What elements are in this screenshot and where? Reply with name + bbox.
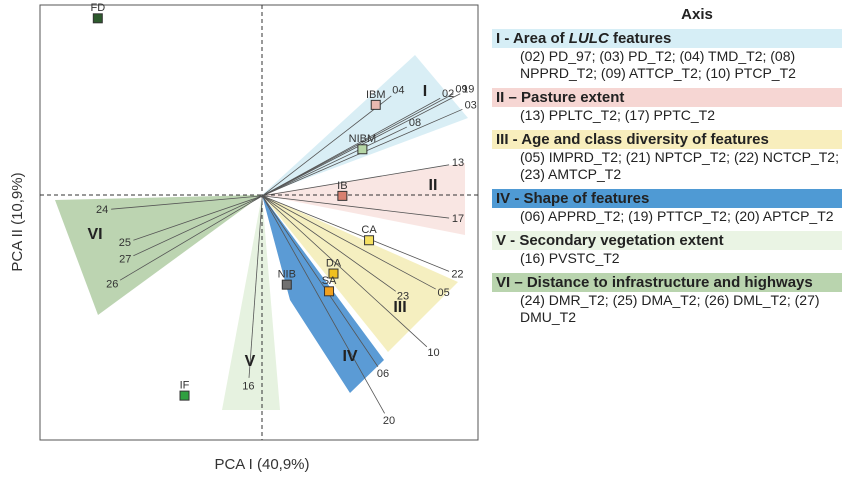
- legend-text: (16) PVSTC_T2: [520, 250, 620, 266]
- vector-label: 08: [409, 117, 421, 129]
- vector-label: 09: [455, 83, 467, 95]
- loading-vector: [262, 195, 436, 290]
- legend-header: IV - Shape of features: [492, 189, 842, 208]
- legend-header: II – Pasture extent: [492, 88, 842, 107]
- sample-point: [92, 13, 103, 24]
- loading-vector: [262, 95, 392, 197]
- header-text: I - Area of: [496, 30, 569, 47]
- vector-label: 22: [451, 269, 463, 281]
- sector: [55, 195, 262, 315]
- header-text: III - Age and class diversity of feature…: [496, 131, 769, 148]
- point-label: IB: [337, 180, 347, 192]
- sector-label: II: [429, 177, 438, 194]
- loading-vector: [248, 195, 263, 378]
- x-axis-label: PCA I (40,9%): [214, 456, 309, 473]
- legend-text: (02) PD_97; (03) PD_T2; (04) TMD_T2; (08…: [520, 48, 796, 81]
- loading-vector: [133, 195, 263, 257]
- sample-point: [281, 279, 292, 290]
- loading-vector: [133, 195, 263, 241]
- legend-text: (05) IMPRD_T2; (21) NPTCP_T2; (22) NCTCP…: [520, 149, 839, 182]
- sample-point: [370, 99, 381, 110]
- vector-label: 27: [119, 253, 131, 265]
- loading-vector: [262, 195, 450, 219]
- sample-point: [364, 235, 375, 246]
- y-axis-label: PCA II (10,9%): [9, 172, 26, 271]
- header-text: LULC: [568, 30, 609, 47]
- legend: Axis I - Area of LULC features (02) PD_97;…: [492, 6, 842, 326]
- legend-header: III - Age and class diversity of feature…: [492, 130, 842, 149]
- point-label: NIBM: [349, 133, 377, 145]
- sector: [262, 195, 458, 352]
- legend-header: I - Area of LULC features: [492, 29, 842, 48]
- legend-title: Axis: [681, 6, 713, 23]
- sample-point: [337, 190, 348, 201]
- sector: [262, 195, 384, 393]
- sector: [262, 163, 465, 235]
- sector-label: III: [393, 299, 406, 316]
- vector-label: 02: [442, 88, 454, 100]
- legend-header: V - Secondary vegetation extent: [492, 231, 842, 250]
- header-text: IV - Shape of features: [496, 190, 650, 207]
- vector-label: 04: [392, 84, 404, 96]
- sector-label: I: [423, 83, 427, 100]
- loading-vector: [262, 195, 396, 292]
- legend-text: (06) APPRD_T2; (19) PTTCP_T2; (20) APTCP…: [520, 208, 834, 224]
- point-label: CA: [361, 224, 377, 236]
- sample-point: [328, 268, 339, 279]
- sample-point: [357, 144, 368, 155]
- loading-vector: [262, 195, 428, 348]
- vector-label: 20: [383, 415, 395, 427]
- loading-vector: [262, 195, 379, 367]
- loading-vector: [261, 195, 385, 414]
- loading-vector: [262, 126, 408, 197]
- vector-label: 19: [462, 84, 474, 96]
- vector-label: 26: [106, 279, 118, 291]
- point-label: FD: [90, 2, 105, 14]
- loading-vector: [119, 195, 263, 281]
- point-label: IF: [180, 380, 190, 392]
- vector-label: 03: [465, 100, 477, 112]
- header-text: V - Secondary vegetation extent: [496, 232, 724, 249]
- loading-vector: [111, 195, 263, 210]
- legend-header: VI – Distance to infrastructure and high…: [492, 273, 842, 292]
- loading-vector: [262, 195, 450, 272]
- vector-label: 10: [427, 347, 439, 359]
- vector-label: 05: [438, 287, 450, 299]
- vector-label: 25: [119, 237, 131, 249]
- vector-label: 24: [96, 204, 108, 216]
- sample-point: [324, 286, 335, 297]
- point-label: SA: [322, 275, 337, 287]
- vector-label: 06: [377, 368, 389, 380]
- point-label: NIB: [278, 269, 296, 281]
- sector-label: V: [245, 353, 256, 370]
- plot-frame: [39, 4, 479, 441]
- header-text: features: [608, 30, 672, 47]
- sector-label: VI: [87, 226, 102, 243]
- sector: [262, 55, 468, 195]
- vector-label: 17: [452, 213, 464, 225]
- loading-vector: [262, 164, 450, 197]
- header-text: II – Pasture extent: [496, 89, 625, 106]
- legend-text: (13) PPLTC_T2; (17) PPTC_T2: [520, 107, 716, 123]
- sector-label: IV: [342, 348, 357, 365]
- sample-point: [179, 390, 190, 401]
- vector-label: 16: [242, 381, 254, 393]
- vector-label: 13: [452, 157, 464, 169]
- sector: [222, 195, 280, 410]
- vector-label: 23: [397, 290, 409, 302]
- header-text: VI – Distance to infrastructure and high…: [496, 274, 813, 291]
- point-label: IBM: [366, 89, 386, 101]
- point-label: DA: [326, 257, 342, 269]
- legend-text: (24) DMR_T2; (25) DMA_T2; (26) DML_T2; (…: [520, 292, 820, 325]
